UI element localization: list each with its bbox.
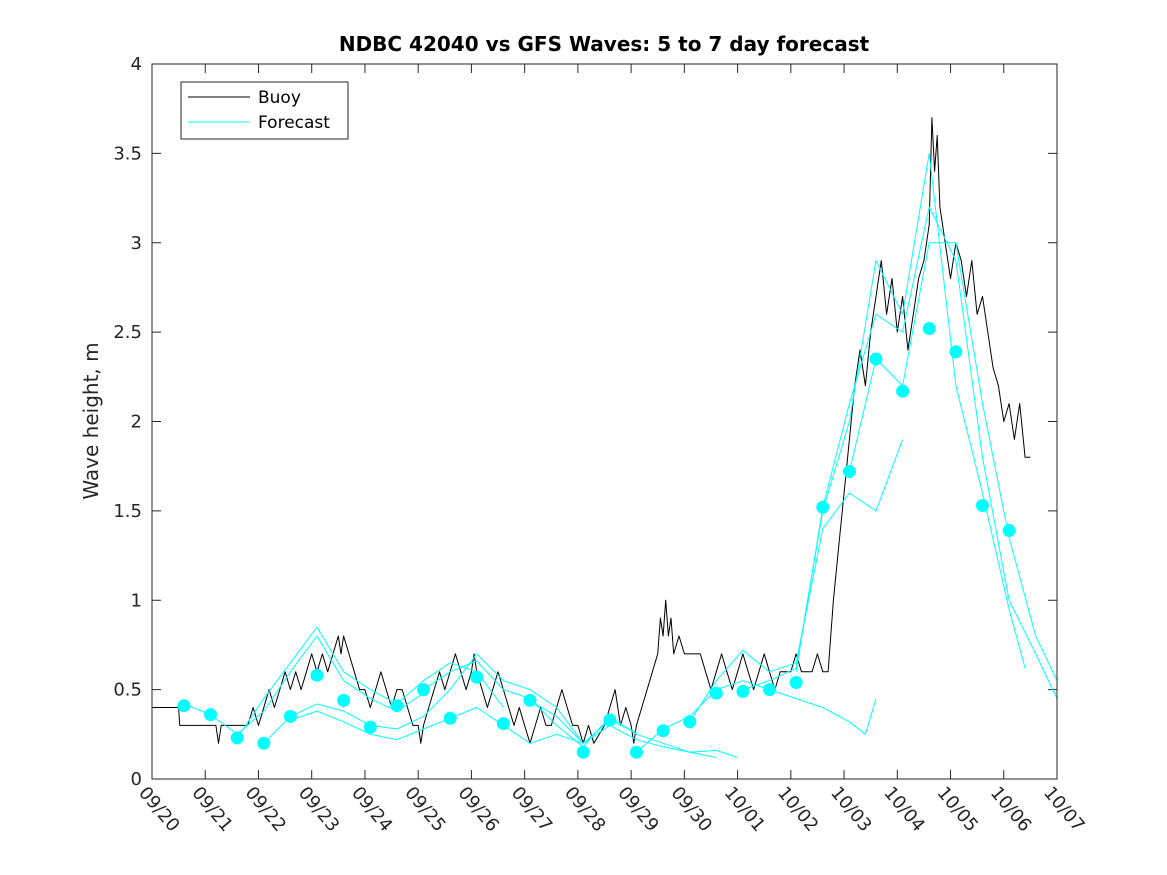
x-tick-label: 09/30 bbox=[667, 783, 716, 836]
x-tick-label: 10/01 bbox=[720, 783, 769, 836]
forecast-point bbox=[763, 683, 777, 697]
x-tick-label: 09/26 bbox=[454, 783, 503, 836]
forecast-point bbox=[257, 736, 271, 750]
forecast-series-line-10 bbox=[795, 206, 1058, 699]
y-tick-label: 3.5 bbox=[113, 143, 142, 164]
x-tick-label: 09/28 bbox=[560, 783, 609, 836]
x-tick-label: 10/06 bbox=[986, 783, 1035, 836]
forecast-point bbox=[922, 322, 936, 336]
forecast-series-line-8 bbox=[689, 439, 904, 723]
x-tick-label: 09/21 bbox=[187, 783, 236, 836]
forecast-point bbox=[949, 345, 963, 359]
x-tick-label: 09/22 bbox=[241, 783, 290, 836]
y-tick-label: 0.5 bbox=[113, 680, 142, 701]
y-tick-label: 2 bbox=[131, 412, 142, 433]
legend-forecast-label: Forecast bbox=[258, 113, 330, 133]
chart-title: NDBC 42040 vs GFS Waves: 5 to 7 day fore… bbox=[339, 32, 870, 56]
forecast-point bbox=[975, 499, 989, 513]
forecast-point bbox=[683, 715, 697, 729]
buoy-series-line bbox=[152, 117, 1031, 744]
y-tick-label: 4 bbox=[131, 54, 142, 75]
y-tick-label: 1.5 bbox=[113, 501, 142, 522]
forecast-point bbox=[816, 500, 830, 514]
y-axis-label: Wave height, m bbox=[79, 342, 103, 499]
forecast-series-line-2 bbox=[236, 626, 504, 739]
forecast-point bbox=[523, 693, 537, 707]
x-tick-label: 09/24 bbox=[347, 783, 396, 836]
forecast-point bbox=[230, 731, 244, 745]
forecast-point bbox=[496, 717, 510, 731]
forecast-point bbox=[417, 683, 430, 697]
legend-buoy-label: Buoy bbox=[258, 88, 301, 108]
x-tick-label: 09/27 bbox=[507, 783, 556, 836]
forecast-markers bbox=[177, 322, 1016, 759]
forecast-point bbox=[1002, 524, 1016, 538]
forecast-point bbox=[709, 686, 723, 700]
series-lines bbox=[152, 117, 1058, 758]
forecast-point bbox=[603, 713, 617, 727]
forecast-series-line-3 bbox=[263, 653, 584, 744]
forecast-point bbox=[470, 670, 484, 684]
forecast-point bbox=[363, 720, 377, 734]
forecast-point bbox=[789, 675, 803, 689]
forecast-point bbox=[842, 465, 856, 479]
x-tick-label: 10/02 bbox=[773, 783, 822, 836]
forecast-point bbox=[337, 693, 351, 707]
forecast-series-line-4 bbox=[290, 707, 637, 744]
forecast-series-line-9 bbox=[742, 152, 1026, 691]
forecast-point bbox=[576, 745, 590, 759]
y-tick-label: 2.5 bbox=[113, 322, 142, 343]
axes-frame bbox=[151, 63, 1058, 780]
x-tick-label: 09/23 bbox=[294, 783, 343, 836]
x-tick-label: 09/29 bbox=[613, 783, 662, 836]
forecast-point bbox=[869, 352, 883, 366]
forecast-point bbox=[629, 745, 643, 759]
x-tick-label: 09/25 bbox=[400, 783, 449, 836]
forecast-series-line-5 bbox=[423, 660, 717, 758]
forecast-point bbox=[896, 384, 910, 398]
x-tick-label: 10/04 bbox=[879, 783, 928, 836]
x-tick-label: 10/05 bbox=[933, 783, 982, 836]
y-tick-label: 0 bbox=[131, 769, 142, 790]
axis-ticks bbox=[151, 63, 1058, 780]
forecast-point bbox=[736, 684, 750, 698]
forecast-point bbox=[283, 709, 297, 723]
forecast-point bbox=[310, 668, 324, 682]
legend: Buoy Forecast bbox=[180, 81, 349, 140]
y-tick-label: 3 bbox=[131, 233, 142, 254]
forecast-series-line-11 bbox=[848, 242, 1058, 681]
forecast-series-line-7 bbox=[636, 680, 877, 753]
forecast-point bbox=[390, 699, 404, 713]
forecast-point bbox=[177, 699, 191, 713]
forecast-series-line-6 bbox=[529, 699, 738, 758]
x-tick-label: 10/07 bbox=[1039, 783, 1088, 836]
forecast-point bbox=[443, 711, 457, 725]
x-tick-label: 09/20 bbox=[134, 783, 183, 836]
forecast-point bbox=[656, 724, 670, 738]
forecast-point bbox=[204, 708, 218, 722]
y-tick-label: 1 bbox=[131, 590, 142, 611]
legend-box bbox=[180, 81, 349, 140]
forecast-series-line-1 bbox=[183, 635, 424, 735]
x-tick-label: 10/03 bbox=[826, 783, 875, 836]
